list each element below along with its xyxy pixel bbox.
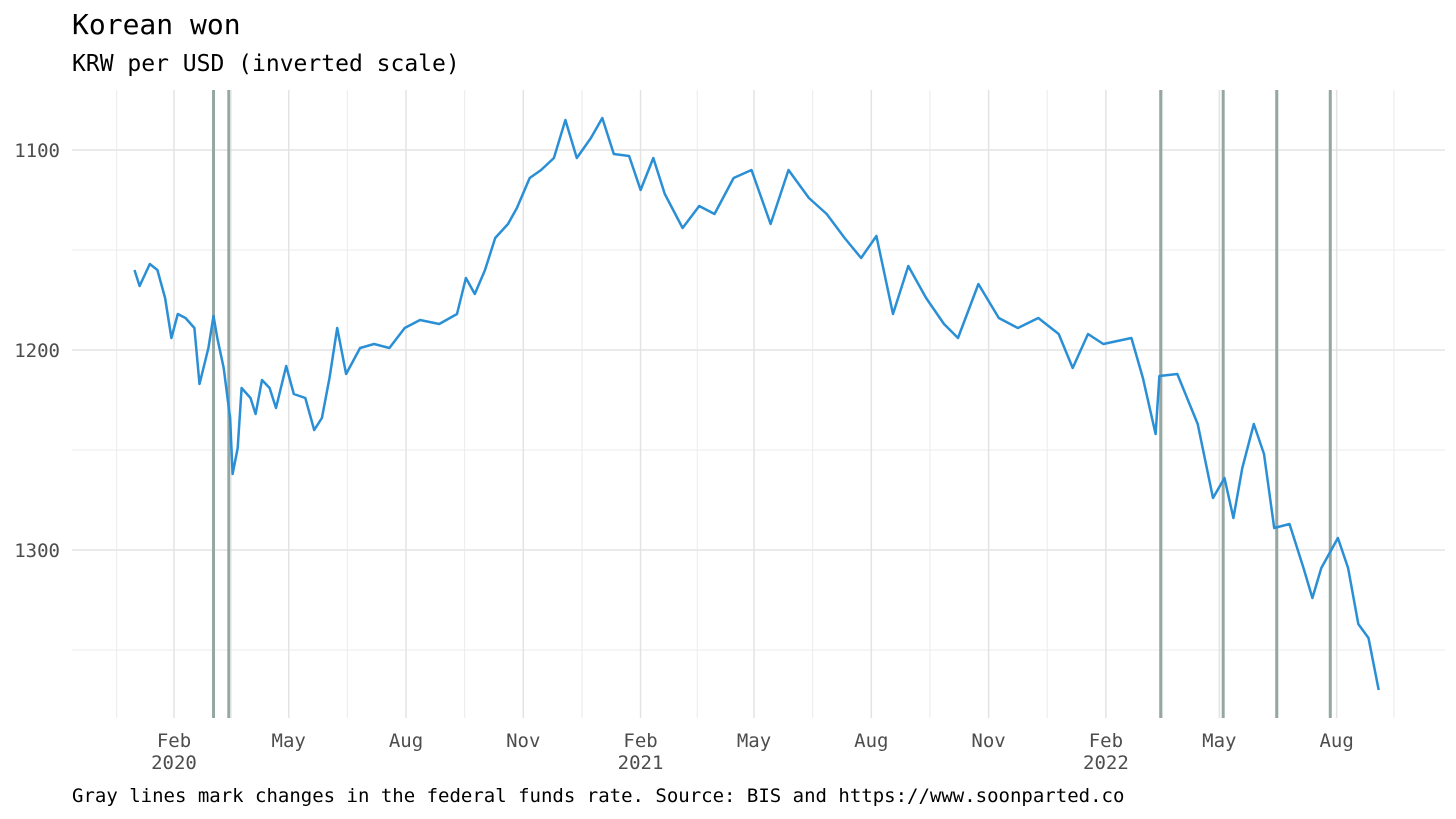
x-tick-label: Nov [971,730,1006,752]
x-tick-label: Feb 2020 [151,730,197,774]
x-tick-label: Feb 2021 [617,730,664,774]
x-tick-label: May [736,730,772,752]
x-tick-label: Nov [506,730,541,752]
x-tick-label: Aug [388,730,424,752]
x-tick-label: Aug [854,730,889,752]
x-tick-label: May [271,730,306,752]
x-tick-label: Aug [1319,730,1354,752]
y-tick-label: 1100 [14,140,60,162]
y-tick-label: 1300 [14,540,60,562]
x-tick-label: May [1202,730,1237,752]
x-tick-label: Feb 2022 [1083,730,1129,774]
chart-subtitle: KRW per USD (inverted scale) [72,51,460,77]
caption: Gray lines mark changes in the federal f… [72,785,1124,807]
y-tick-label: 1200 [14,340,60,362]
line [133,116,1380,691]
chart-title: Korean won [72,8,241,41]
